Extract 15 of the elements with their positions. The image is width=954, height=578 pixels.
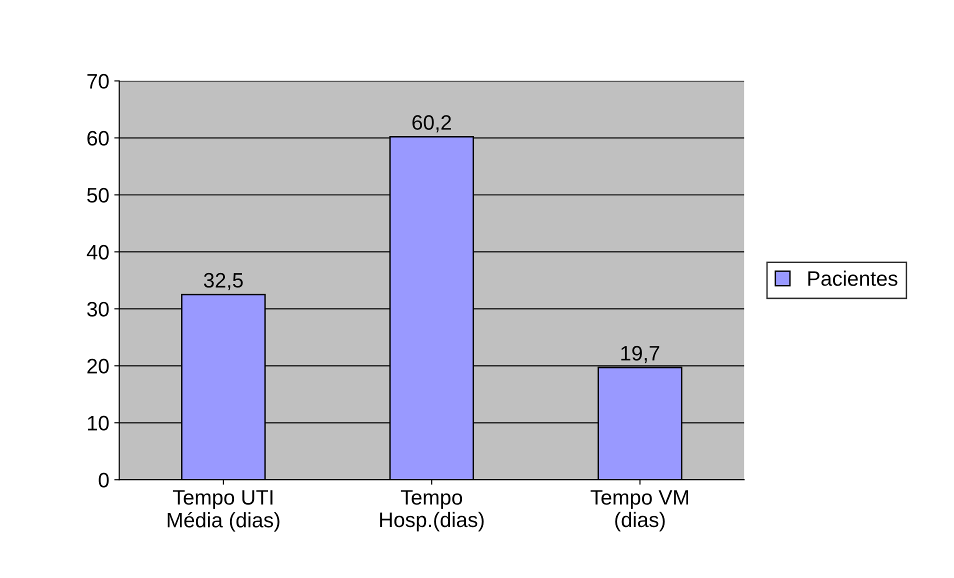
y-tick-label: 10 bbox=[88, 416, 109, 431]
data-label: 60,2 bbox=[412, 115, 451, 132]
y-tick-label: 50 bbox=[87, 188, 109, 203]
x-tick-label: Tempo UTI Média (dias) bbox=[168, 490, 280, 532]
y-tick-label: 60 bbox=[87, 130, 109, 146]
x-tick-label: Tempo VM (dias) bbox=[590, 490, 688, 532]
y-tick-label: 70 bbox=[87, 74, 109, 89]
y-tick-label: 40 bbox=[86, 244, 109, 260]
data-label: 32,5 bbox=[204, 272, 243, 290]
y-tick-label: 20 bbox=[87, 358, 109, 374]
legend-label: Pacientes bbox=[808, 270, 898, 286]
data-label: 19,7 bbox=[621, 346, 660, 364]
y-tick-label: 0 bbox=[98, 472, 109, 488]
x-tick-label: Tempo Hosp.(dias) bbox=[380, 490, 484, 532]
y-tick-label: 30 bbox=[87, 302, 109, 317]
